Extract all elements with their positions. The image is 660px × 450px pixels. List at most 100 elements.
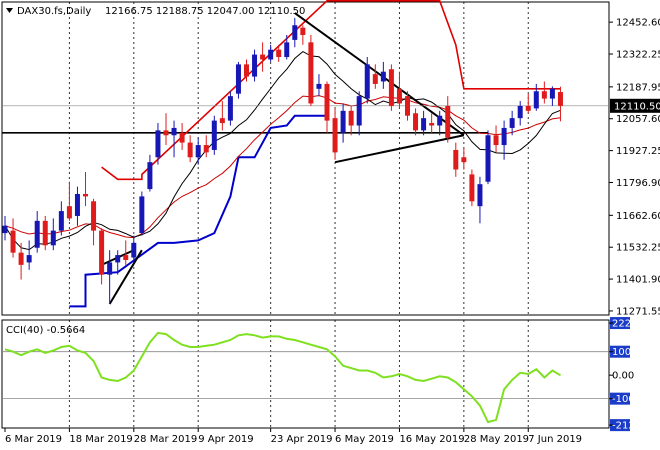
candle	[115, 250, 121, 275]
candle	[308, 35, 314, 106]
candle-body	[244, 64, 249, 77]
candle-body	[380, 71, 386, 82]
candle	[203, 135, 209, 158]
cci-indicator	[2, 331, 609, 424]
candle-body	[268, 49, 274, 60]
y-tick-label: 11532.25	[616, 243, 660, 254]
candle-body	[413, 113, 419, 131]
candle	[147, 154, 153, 192]
cci-level-badge	[610, 317, 630, 330]
candle-body	[155, 130, 161, 158]
candle	[244, 59, 249, 82]
candle	[356, 91, 362, 136]
candle	[413, 108, 419, 136]
symbol-label: DAX30.fs,Daily	[17, 6, 91, 17]
candle-body	[308, 42, 314, 104]
candle-body	[284, 42, 290, 58]
candle	[107, 250, 113, 304]
y-tick-label: 11796.90	[616, 178, 660, 189]
candle	[453, 142, 459, 177]
candle	[437, 110, 443, 136]
x-tick-label: 9 Apr 2019	[198, 434, 253, 445]
candle	[10, 218, 16, 258]
ohlc-values: 12166.75 12188.75 12047.00 12110.50	[105, 6, 305, 17]
candle-body	[203, 145, 209, 153]
cci-tick-label: 0.00	[612, 371, 634, 382]
candle	[485, 130, 491, 185]
candle-body	[211, 120, 217, 150]
x-tick-label: 7 Jun 2019	[528, 434, 582, 445]
cci-line	[4, 331, 562, 424]
candle	[421, 110, 427, 136]
cci-tick-label: 100	[612, 347, 631, 358]
candle-body	[421, 118, 427, 131]
candle-body	[509, 118, 515, 128]
candle	[187, 135, 193, 163]
candle	[163, 113, 169, 146]
candle-body	[356, 96, 362, 126]
candle	[557, 86, 563, 122]
candle	[348, 105, 354, 136]
candle	[541, 81, 547, 104]
cci-tick-label: 222.0026	[612, 319, 660, 330]
candle-body	[235, 64, 241, 94]
candle-body	[276, 49, 282, 58]
candle-body	[541, 91, 547, 99]
candle-body	[227, 96, 233, 121]
candle-body	[34, 220, 40, 248]
candle	[99, 228, 105, 285]
candle-body	[83, 193, 88, 197]
candle	[235, 61, 241, 99]
candles	[2, 17, 563, 304]
candle	[525, 93, 531, 114]
candle	[396, 71, 402, 109]
ema-line	[4, 95, 561, 239]
candle	[83, 171, 88, 207]
candle-body	[429, 123, 435, 126]
candle-body	[372, 74, 378, 84]
candle	[533, 83, 539, 111]
cci-axis: 222.0026 100 0.00 -100 -212.7726	[609, 317, 660, 432]
candle-body	[10, 230, 16, 253]
candle-body	[195, 145, 201, 158]
y-tick-label: 11927.25	[616, 146, 660, 157]
collapse-triangle-icon[interactable]	[6, 8, 13, 13]
candle	[276, 44, 282, 62]
candle-body	[332, 118, 338, 153]
candle	[461, 147, 467, 170]
candle	[388, 64, 394, 111]
candle	[316, 74, 322, 97]
candle-body	[348, 110, 354, 126]
mini-trend-line	[108, 249, 143, 305]
candle-body	[179, 132, 185, 143]
candle-body	[26, 255, 32, 263]
candle	[18, 242, 24, 280]
y-tick-label: 12322.25	[616, 50, 660, 61]
candle	[34, 211, 40, 253]
candle	[91, 198, 97, 246]
candle	[50, 218, 56, 251]
price-panel	[1, 1, 610, 316]
candle	[2, 215, 8, 241]
candle	[227, 91, 233, 126]
candle-body	[187, 142, 193, 158]
cci-level-badge	[610, 392, 630, 405]
candle-body	[18, 252, 24, 265]
downtrend-line	[294, 12, 465, 137]
candle-body	[107, 262, 113, 275]
candle	[445, 96, 451, 143]
candle	[268, 44, 274, 62]
candle-body	[461, 157, 467, 163]
candle-body	[364, 64, 370, 99]
candle-body	[316, 83, 322, 89]
x-tick-label: 23 Apr 2019	[271, 434, 333, 445]
cci-tick-label: -212.7726	[612, 421, 660, 432]
date-axis: 6 Mar 2019 18 Mar 2019 28 Mar 2019 9 Apr 20…	[4, 428, 582, 445]
candle	[139, 191, 145, 236]
x-tick-label: 6 Mar 2019	[5, 434, 62, 445]
candle	[292, 17, 298, 48]
candle	[260, 42, 266, 72]
candle-body	[453, 149, 459, 170]
candle-body	[115, 255, 121, 263]
